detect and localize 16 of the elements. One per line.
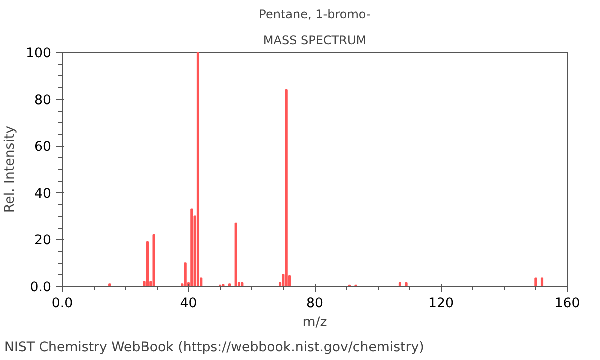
chart-subtitle: MASS SPECTRUM bbox=[263, 34, 367, 48]
text: NIST Chemistry WebBook (https://webbook.nist.gov/chemistry) bbox=[4, 340, 424, 356]
x-tick-label: 120 bbox=[428, 296, 454, 312]
y-tick-label: 20 bbox=[34, 234, 52, 249]
x-tick-label: 40 bbox=[180, 296, 198, 312]
y-tick-label: 0.0 bbox=[30, 280, 52, 296]
y-axis-title: Rel. Intensity bbox=[3, 126, 18, 214]
y-tick-label: 100 bbox=[26, 46, 52, 62]
x-tick-label: 0.0 bbox=[52, 296, 74, 312]
y-tick-label: 80 bbox=[34, 93, 52, 108]
y-tick-label: 60 bbox=[34, 140, 52, 156]
y-tick-label: 40 bbox=[34, 186, 52, 202]
x-tick-label: 80 bbox=[306, 296, 324, 312]
x-tick-label: 160 bbox=[554, 296, 580, 312]
chart-title: Pentane, 1-bromo- bbox=[259, 8, 371, 22]
x-axis-title: m/z bbox=[302, 316, 328, 330]
